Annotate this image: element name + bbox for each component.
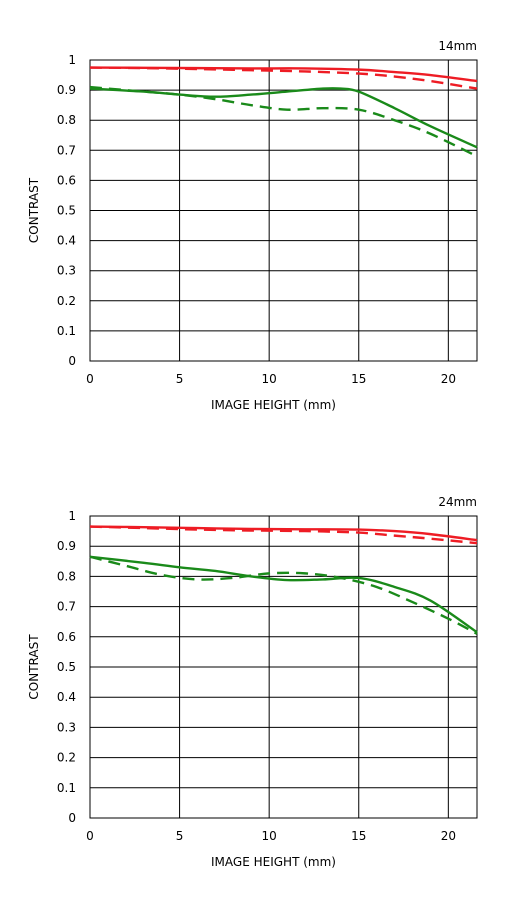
y-tick-label: 0.9 <box>57 83 76 97</box>
y-tick-label: 0.4 <box>57 690 76 704</box>
y-tick-label: 0.7 <box>57 143 76 157</box>
x-tick-label: 5 <box>176 829 184 843</box>
y-tick-label: 1 <box>68 509 76 523</box>
x-tick-label: 10 <box>262 372 277 386</box>
x-tick-label: 5 <box>176 372 184 386</box>
series-line-1 <box>89 525 478 545</box>
series-line-0 <box>89 525 478 542</box>
y-tick-label: 0.1 <box>57 781 76 795</box>
plot-frame <box>89 515 478 819</box>
y-tick-label: 0 <box>68 354 76 368</box>
series-line-1 <box>89 66 478 90</box>
x-tick-label: 20 <box>441 829 456 843</box>
y-tick-label: 0.6 <box>57 630 76 644</box>
x-axis-label: IMAGE HEIGHT (mm) <box>211 855 336 869</box>
y-axis-label: CONTRAST <box>27 634 41 700</box>
series-line-0 <box>89 66 478 83</box>
series-line-2 <box>89 87 478 149</box>
y-axis-label: CONTRAST <box>27 177 41 243</box>
y-tick-label: 0.9 <box>57 539 76 553</box>
y-tick-label: 0.5 <box>57 204 76 218</box>
series-line-3 <box>89 555 478 635</box>
y-tick-label: 0.3 <box>57 720 76 734</box>
x-tick-label: 20 <box>441 372 456 386</box>
y-tick-label: 0.2 <box>57 751 76 765</box>
chart-title: 14mm <box>438 39 477 53</box>
chart-24mm: 00.10.20.30.40.50.60.70.80.910 5 10 15 2024m… <box>27 495 478 869</box>
y-tick-label: 0.8 <box>57 569 76 583</box>
y-tick-label: 0.4 <box>57 234 76 248</box>
series-line-2 <box>89 555 478 634</box>
x-tick-label: 15 <box>351 829 366 843</box>
y-tick-label: 0.8 <box>57 113 76 127</box>
y-tick-label: 1 <box>68 53 76 67</box>
x-tick-label: 15 <box>351 372 366 386</box>
chart-14mm: 00.10.20.30.40.50.60.70.80.910 5 10 15 2014m… <box>27 39 478 412</box>
y-tick-label: 0 <box>68 811 76 825</box>
x-tick-label: 0 <box>86 829 94 843</box>
series-line-3 <box>89 85 478 158</box>
chart-title: 24mm <box>438 495 477 509</box>
y-tick-label: 0.7 <box>57 600 76 614</box>
y-tick-label: 0.3 <box>57 264 76 278</box>
x-tick-label: 0 <box>86 372 94 386</box>
y-tick-label: 0.2 <box>57 294 76 308</box>
y-tick-label: 0.1 <box>57 324 76 338</box>
y-tick-label: 0.6 <box>57 173 76 187</box>
plot-frame <box>89 59 478 362</box>
y-tick-label: 0.5 <box>57 660 76 674</box>
x-axis-label: IMAGE HEIGHT (mm) <box>211 398 336 412</box>
x-tick-label: 10 <box>262 829 277 843</box>
